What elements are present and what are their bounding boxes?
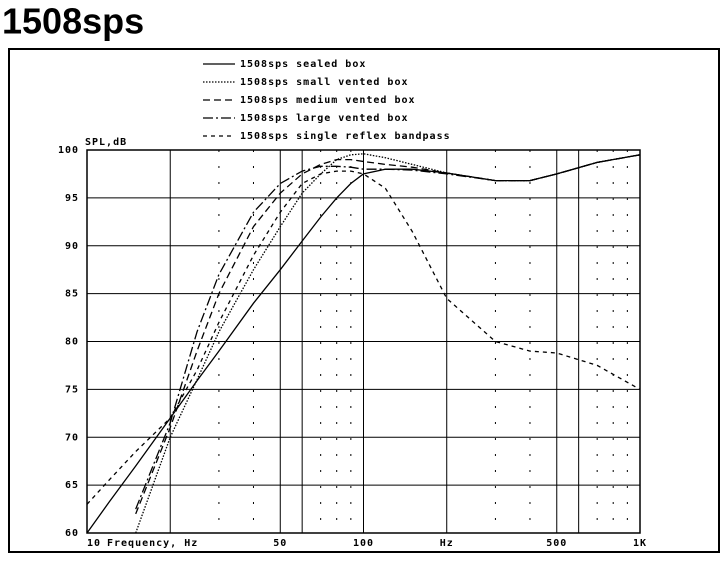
y-tick-label: 85 — [65, 289, 79, 300]
x-tick-label: 1K — [633, 538, 647, 549]
x-axis-label: Frequency, Hz — [107, 538, 198, 549]
y-tick-label: 60 — [65, 528, 79, 539]
y-tick-label: 70 — [65, 432, 79, 443]
x-tick-label: 500 — [546, 538, 567, 549]
x-unit-label: Hz — [440, 538, 454, 549]
legend-label: 1508sps sealed box — [240, 59, 366, 70]
x-tick-label: 100 — [353, 538, 374, 549]
series-line — [135, 153, 641, 534]
y-tick-label: 100 — [58, 145, 79, 156]
y-tick-label: 95 — [65, 193, 79, 204]
legend-label: 1508sps small vented box — [240, 77, 409, 88]
y-tick-label: 90 — [65, 241, 79, 252]
y-axis-label: SPL,dB — [85, 137, 127, 148]
plot-border — [86, 149, 641, 534]
legend-label: 1508sps large vented box — [240, 113, 409, 124]
series-line — [86, 170, 641, 505]
frame — [8, 48, 720, 553]
y-tick-label: 75 — [65, 384, 79, 395]
x-tick-label: 10 — [87, 538, 101, 549]
y-tick-label: 65 — [65, 480, 79, 491]
y-tick-label: 80 — [65, 337, 79, 348]
series-line — [135, 154, 641, 510]
chart-title: 1508sps — [2, 1, 144, 42]
x-tick-label: 50 — [273, 538, 287, 549]
legend-label: 1508sps single reflex bandpass — [240, 130, 451, 142]
legend-label: 1508sps medium vented box — [240, 94, 416, 106]
series-line — [135, 154, 641, 515]
